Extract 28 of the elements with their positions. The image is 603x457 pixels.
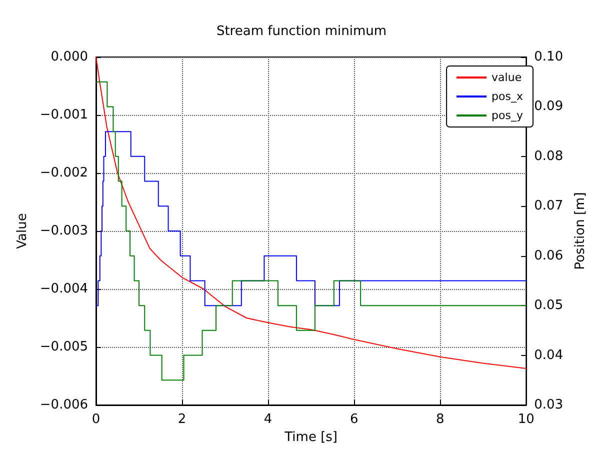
y2-tick-label: 0.05 (534, 298, 564, 314)
y2-tick-label: 0.06 (534, 248, 564, 264)
y-tick-label: −0.001 (40, 108, 88, 122)
legend-label: value (492, 71, 522, 84)
y-tick-label: −0.003 (40, 224, 88, 238)
y2-tick-label: 0.07 (534, 198, 564, 214)
x-axis-title: Time [s] (284, 430, 338, 445)
y-axis-title: Value (15, 213, 30, 249)
x-tick-label: 8 (436, 412, 444, 427)
legend-label: pos_y (492, 109, 524, 122)
y-tick-label: −0.006 (40, 398, 88, 412)
y-tick-label: −0.005 (40, 340, 88, 354)
x-tick-label: 10 (518, 412, 534, 427)
x-tick-label: 0 (92, 412, 100, 427)
y2-tick-label: 0.03 (534, 398, 564, 412)
y-tick-label: −0.002 (40, 166, 88, 180)
legend-label: pos_x (492, 90, 524, 103)
y2-tick-label: 0.08 (534, 148, 564, 164)
y-tick-label: −0.004 (40, 282, 88, 296)
y2-tick-label: 0.10 (534, 50, 564, 64)
x-tick-label: 4 (264, 412, 272, 427)
y2-tick-label: 0.04 (534, 348, 564, 363)
y-tick-label: 0.000 (50, 50, 88, 64)
x-tick-label: 2 (178, 412, 186, 427)
chart-title: Stream function minimum (216, 24, 387, 39)
x-tick-label: 6 (350, 412, 358, 427)
y2-axis-title: Position [m] (573, 192, 588, 270)
y2-tick-label: 0.09 (534, 99, 564, 114)
